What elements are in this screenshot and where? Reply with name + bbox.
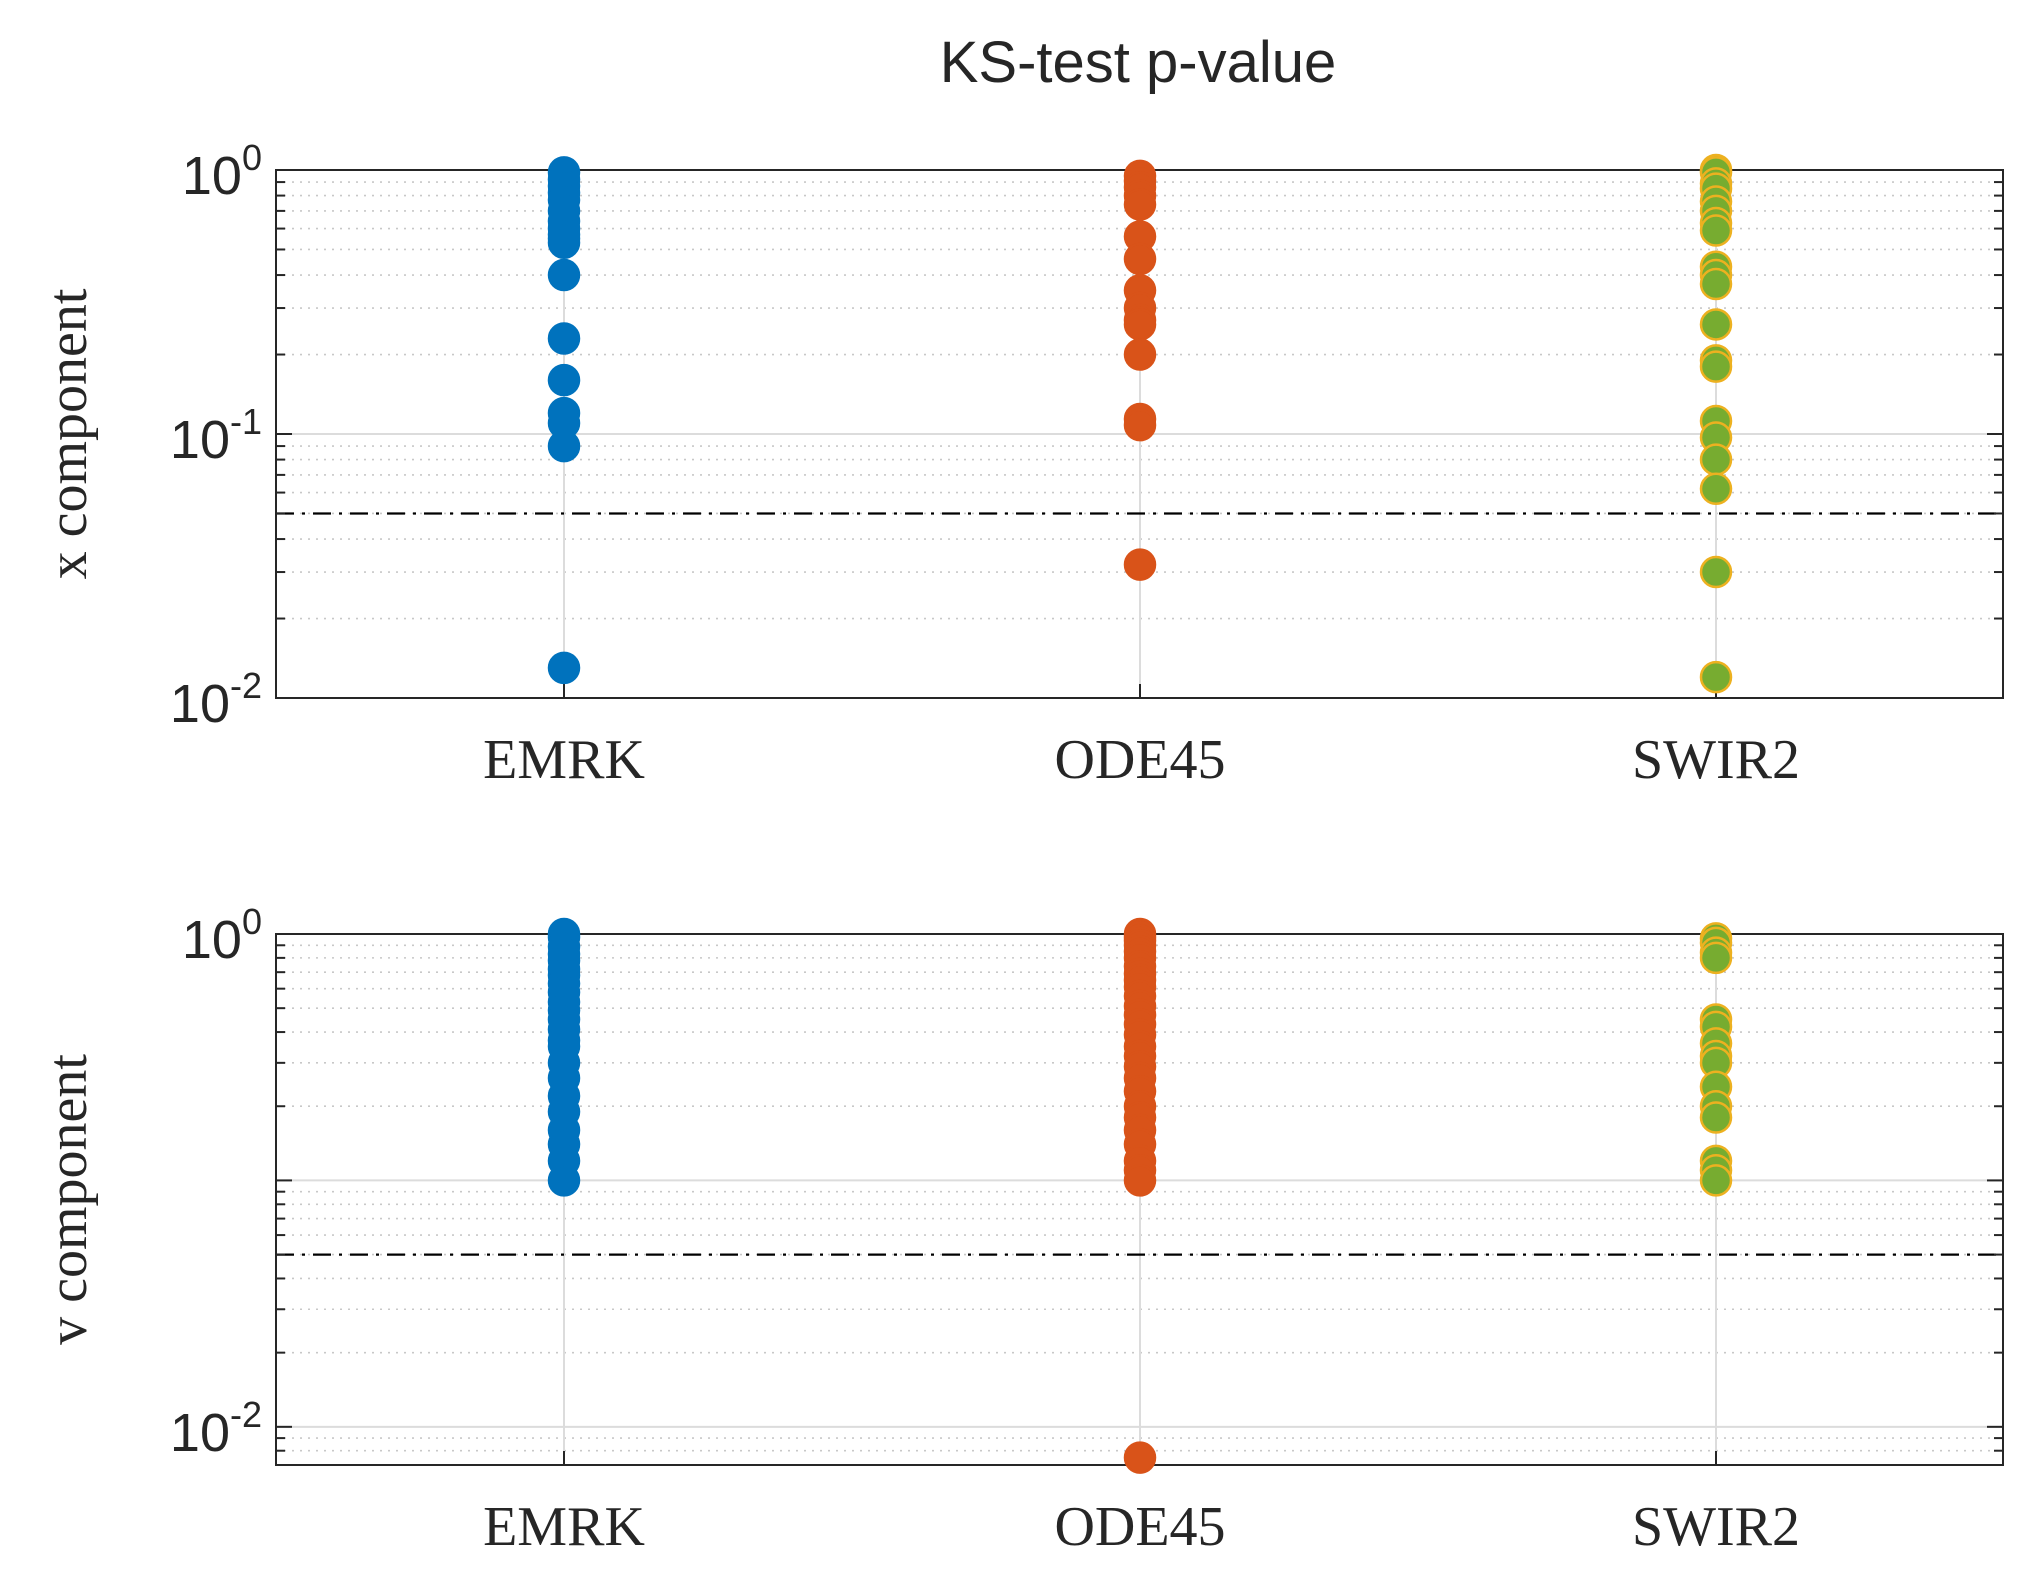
series-swir2: [1699, 153, 1733, 694]
x-tick-label: ODE45: [1054, 729, 1225, 791]
series-ode45: [1123, 917, 1157, 1474]
data-point: [1123, 188, 1157, 221]
data-point: [1699, 472, 1733, 506]
y-axis-label: x component: [37, 288, 99, 579]
data-point: [547, 258, 581, 292]
data-point: [1123, 242, 1157, 276]
data-point: [1699, 555, 1733, 589]
data-point: [1699, 1101, 1733, 1134]
series-emrk: [547, 917, 581, 1197]
data-point: [1699, 660, 1733, 694]
data-point: [1123, 408, 1157, 442]
data-point: [1123, 1164, 1157, 1197]
series-swir2: [1699, 922, 1733, 1197]
y-tick-label: 100: [182, 901, 262, 970]
data-point: [547, 363, 581, 397]
data-point: [1699, 308, 1733, 341]
x-component-panel: 10-2 10-1 100 EMRK ODE45 SWIR2 x component: [37, 137, 2004, 791]
data-point: [547, 429, 581, 463]
y-axis-label: v component: [37, 1054, 99, 1345]
x-tick-label: ODE45: [1054, 1496, 1225, 1558]
data-point: [1699, 267, 1733, 301]
data-point: [1123, 1441, 1157, 1474]
data-point: [1699, 941, 1733, 975]
x-tick-label: EMRK: [483, 729, 645, 791]
data-point: [1699, 214, 1733, 247]
data-point: [1123, 548, 1157, 581]
x-tick-label: SWIR2: [1632, 1496, 1800, 1558]
x-tick-label: EMRK: [483, 1496, 645, 1558]
y-tick-label: 100: [182, 137, 262, 206]
data-point: [547, 226, 581, 260]
y-ticks: [276, 933, 2003, 1466]
y-tick-label: 10-2: [170, 1394, 262, 1463]
data-point: [1123, 338, 1157, 371]
v-component-panel: 10-2 100 EMRK ODE45 SWIR2 v component: [37, 901, 2004, 1558]
data-point: [547, 1164, 581, 1197]
data-point: [547, 651, 581, 685]
x-tick-label: SWIR2: [1632, 729, 1800, 791]
data-point: [1123, 308, 1157, 341]
series-emrk: [547, 156, 581, 685]
chart-title: KS-test p-value: [940, 30, 1337, 95]
data-point: [1699, 350, 1733, 383]
series-ode45: [1123, 159, 1157, 581]
data-point: [1699, 443, 1733, 476]
y-tick-label: 10-1: [170, 401, 262, 470]
y-tick-label: 10-2: [170, 665, 262, 734]
data-point: [547, 322, 581, 355]
data-point: [1699, 1164, 1733, 1197]
